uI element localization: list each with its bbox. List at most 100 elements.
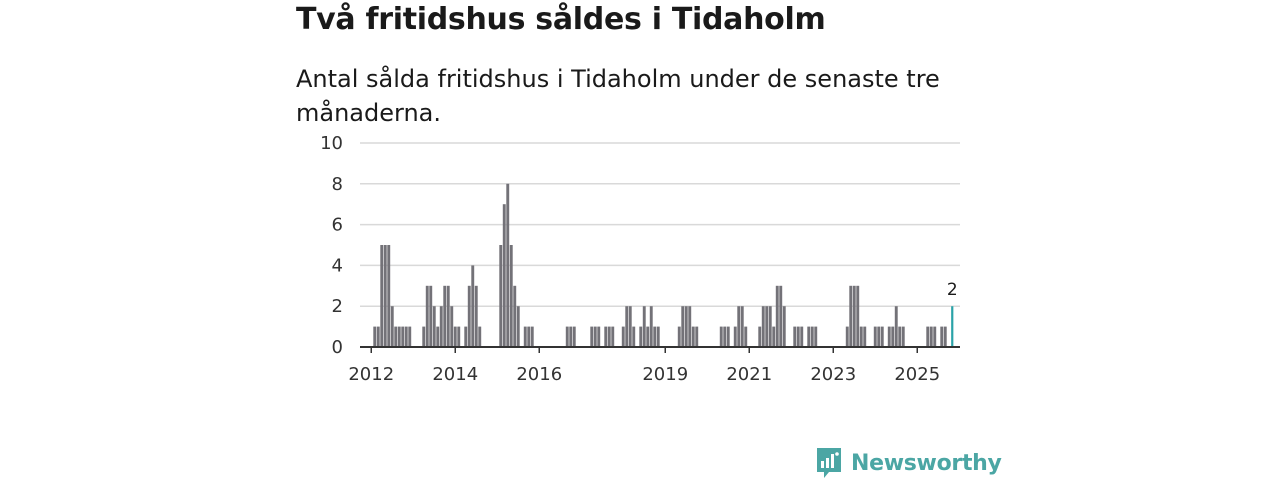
bar [397, 326, 401, 347]
bar [943, 326, 947, 347]
x-tick-label: 2014 [432, 364, 478, 385]
bar [621, 326, 625, 347]
bar [852, 285, 856, 347]
bar [873, 326, 877, 347]
bar [593, 326, 597, 347]
bar [387, 245, 391, 347]
bar [590, 326, 594, 347]
bar [380, 245, 384, 347]
bar [926, 326, 930, 347]
bar [740, 306, 744, 347]
bar [429, 285, 433, 347]
bar [642, 306, 646, 347]
bar [807, 326, 811, 347]
bar [845, 326, 849, 347]
bar [404, 326, 408, 347]
bar [530, 326, 534, 347]
bar [849, 285, 853, 347]
y-tick-label: 10 [320, 133, 343, 154]
bar [478, 326, 482, 347]
bar [376, 326, 380, 347]
bar [436, 326, 440, 347]
bar [691, 326, 695, 347]
bar [464, 326, 468, 347]
bar [859, 326, 863, 347]
bar [516, 306, 520, 347]
y-tick-label: 2 [332, 296, 343, 317]
gridlines [360, 142, 960, 307]
bar [768, 306, 772, 347]
bar [723, 326, 727, 347]
bar [810, 326, 814, 347]
bar [467, 285, 471, 347]
bar [628, 306, 632, 347]
chart-title: Två fritidshus såldes i Tidaholm [296, 2, 826, 37]
x-tick-label: 2012 [348, 364, 394, 385]
x-tick-label: 2019 [642, 364, 688, 385]
bar [737, 306, 741, 347]
bar [800, 326, 804, 347]
y-axis-ticks: 0 2 4 6 8 10 [320, 133, 343, 358]
bar [390, 306, 394, 347]
bar [502, 204, 506, 347]
bar [572, 326, 576, 347]
bar [422, 326, 426, 347]
newsworthy-logo-icon [817, 448, 841, 478]
bar [726, 326, 730, 347]
bar [681, 306, 685, 347]
bar [775, 285, 779, 347]
bar [684, 306, 688, 347]
newsworthy-logo: Newsworthy [815, 446, 1002, 480]
bar [446, 285, 450, 347]
bar [408, 326, 412, 347]
bar [499, 245, 503, 347]
bar [891, 326, 895, 347]
bar [509, 245, 513, 347]
bar [733, 326, 737, 347]
bar [569, 326, 573, 347]
bar [898, 326, 902, 347]
bar [565, 326, 569, 347]
bar [432, 306, 436, 347]
bar [506, 183, 510, 347]
bar [782, 306, 786, 347]
bar [453, 326, 457, 347]
bar [653, 326, 657, 347]
bar [474, 285, 478, 347]
brand-name: Newsworthy [851, 450, 1002, 476]
bar [929, 326, 933, 347]
bar [373, 326, 377, 347]
bar [457, 326, 461, 347]
bar [394, 326, 398, 347]
bar [758, 326, 762, 347]
bar [646, 326, 650, 347]
bar [677, 326, 681, 347]
y-tick-label: 4 [332, 255, 343, 276]
bar [940, 326, 944, 347]
bar [894, 306, 898, 347]
chart-subtitle: Antal sålda fritidshus i Tidaholm under … [296, 65, 940, 127]
bar [383, 245, 387, 347]
bar [513, 285, 517, 347]
bar [523, 326, 527, 347]
bar [471, 265, 475, 347]
bar [877, 326, 881, 347]
bar [527, 326, 531, 347]
bar [880, 326, 884, 347]
bar [439, 306, 443, 347]
bar [649, 306, 653, 347]
bars [373, 183, 954, 347]
data-label: 2 [947, 280, 958, 300]
x-tick-label: 2016 [516, 364, 562, 385]
bar [688, 306, 692, 347]
bar [779, 285, 783, 347]
bar [933, 326, 937, 347]
y-tick-label: 8 [332, 174, 343, 195]
x-tick-label: 2023 [810, 364, 856, 385]
x-axis-ticks: 2012 2014 2016 2019 2021 2023 2025 [348, 347, 940, 385]
bar [863, 326, 867, 347]
bar [793, 326, 797, 347]
bar [401, 326, 405, 347]
bar [695, 326, 699, 347]
